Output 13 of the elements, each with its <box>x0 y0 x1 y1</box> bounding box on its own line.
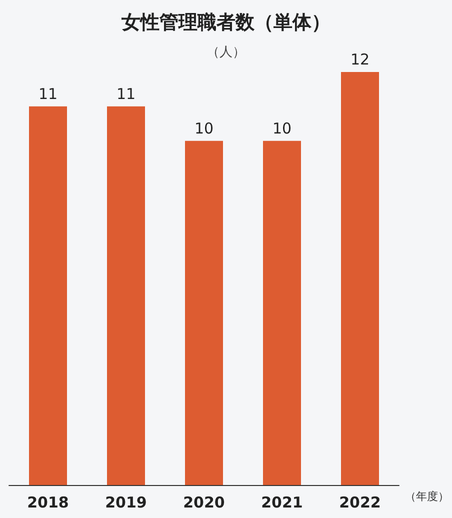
chart-subtitle: （人） <box>206 45 246 60</box>
x-tick-label: 2020 <box>183 494 225 512</box>
data-label: 10 <box>194 119 214 138</box>
x-tick-label: 2018 <box>27 494 69 512</box>
x-tick-label: 2019 <box>105 494 147 512</box>
x-tick-label: 2021 <box>261 494 303 512</box>
x-tick-label: 2022 <box>339 494 381 512</box>
chart-title: 女性管理職者数（単体） <box>120 12 330 34</box>
data-label: 11 <box>116 84 136 103</box>
data-label: 11 <box>38 84 58 103</box>
x-axis-title: （年度） <box>405 490 449 503</box>
data-label: 10 <box>272 119 292 138</box>
data-label: 12 <box>350 50 370 68</box>
